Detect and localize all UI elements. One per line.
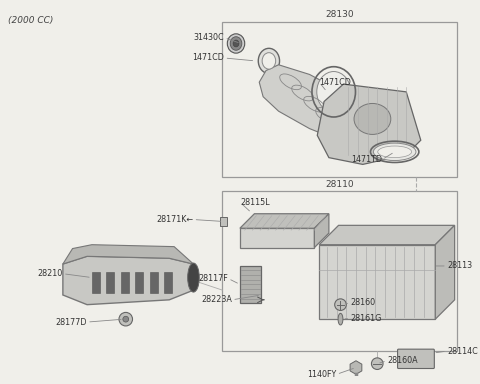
Bar [240,266,261,303]
Bar [219,217,228,226]
Circle shape [335,299,346,311]
Text: 28177D: 28177D [56,318,87,326]
Circle shape [123,316,129,322]
Bar [135,272,143,293]
Text: 28110: 28110 [325,180,354,189]
Polygon shape [435,225,455,319]
Polygon shape [240,228,314,248]
Circle shape [372,358,383,369]
Ellipse shape [338,313,343,325]
Polygon shape [259,65,358,140]
Polygon shape [319,245,435,319]
Text: 28115L: 28115L [240,198,269,207]
FancyBboxPatch shape [397,349,434,369]
Text: 28130: 28130 [325,10,354,19]
Text: 28117F: 28117F [199,274,228,283]
Text: 28161G: 28161G [350,314,382,323]
Ellipse shape [317,71,351,112]
Ellipse shape [378,146,411,157]
Polygon shape [240,214,329,228]
Text: 28113: 28113 [447,262,472,270]
Text: 1471CD: 1471CD [192,53,225,63]
Text: (2000 CC): (2000 CC) [8,17,53,25]
Polygon shape [63,256,193,305]
Bar [223,192,456,351]
Bar [121,272,129,293]
Polygon shape [319,225,455,245]
Circle shape [119,313,132,326]
Text: 28171K←: 28171K← [156,215,193,224]
Ellipse shape [188,263,199,292]
Bar [150,272,157,293]
Text: 28210: 28210 [37,269,63,278]
Ellipse shape [233,40,239,47]
Polygon shape [314,214,329,248]
Bar [223,22,456,177]
Text: 28223A: 28223A [201,295,232,305]
Bar [107,272,114,293]
Bar [92,272,100,293]
Ellipse shape [228,34,245,53]
Text: 1140FY: 1140FY [307,370,336,379]
Ellipse shape [373,143,416,161]
Ellipse shape [230,37,242,50]
Ellipse shape [354,103,391,134]
Text: 1471CD: 1471CD [319,78,351,87]
Text: 28160A: 28160A [387,356,418,365]
Text: 28160: 28160 [350,298,375,307]
Text: 1471TD: 1471TD [351,155,382,164]
Polygon shape [63,245,193,264]
Polygon shape [317,84,421,164]
Ellipse shape [258,48,279,73]
Ellipse shape [262,53,276,69]
Text: 31430C: 31430C [194,33,225,42]
Text: 28114C: 28114C [447,347,478,356]
Bar [165,272,172,293]
